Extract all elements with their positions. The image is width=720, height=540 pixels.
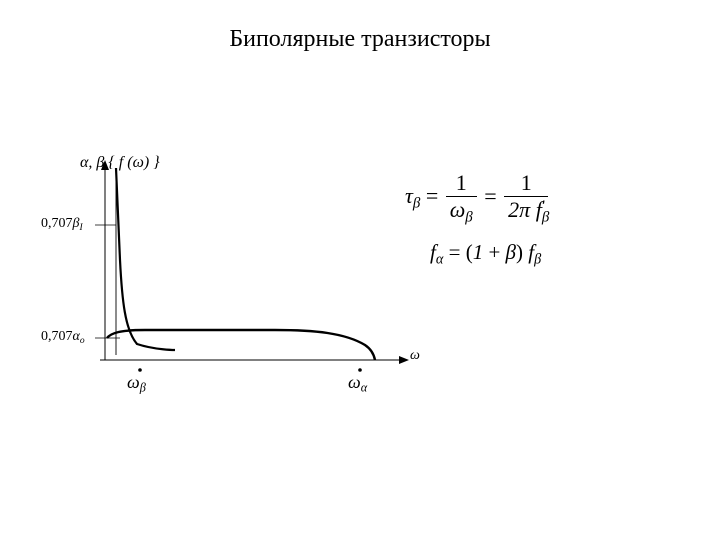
eq1-frac1-num: 1 bbox=[446, 170, 477, 197]
x-axis-label-text: ω bbox=[410, 348, 420, 363]
y-axis-label-text: α, β { f (ω) } bbox=[80, 154, 160, 171]
eq1-mid: = bbox=[484, 183, 502, 208]
equation-f-alpha: fα = (1 + β) fβ bbox=[430, 240, 541, 268]
ytick-lower-label: 0,707αo bbox=[41, 329, 85, 346]
eq1-frac2-num: 1 bbox=[504, 170, 548, 197]
xtick-alpha-sub: α bbox=[361, 381, 367, 395]
page-title: Биполярные транзисторы bbox=[0, 26, 720, 53]
y-axis-label: α, β { f (ω) } bbox=[80, 154, 160, 172]
eq1-frac1-den: ωβ bbox=[446, 197, 477, 226]
x-axis-label: ω bbox=[410, 348, 420, 364]
eq1-lhs: τβ = bbox=[405, 183, 444, 208]
xtick-beta-sub: β bbox=[140, 381, 146, 395]
eq1-frac1: 1 ωβ bbox=[446, 170, 477, 226]
frequency-response-chart: α, β { f (ω) } 0,707βI 0,707αo ω ωβ ωα bbox=[45, 160, 415, 420]
x-axis-arrow bbox=[399, 356, 409, 364]
eq1-frac2-den: 2π fβ′ bbox=[504, 197, 548, 226]
ytick-upper-label: 0,707βI bbox=[41, 216, 83, 233]
xtick-beta-sym: ω bbox=[127, 372, 140, 392]
xtick-alpha-label: ωα bbox=[348, 372, 367, 396]
beta-curve bbox=[116, 168, 175, 350]
xtick-beta-label: ωβ bbox=[127, 372, 146, 396]
alpha-curve bbox=[107, 330, 375, 360]
xtick-alpha-sym: ω bbox=[348, 372, 361, 392]
eq1-frac2: 1 2π fβ′ bbox=[504, 170, 548, 226]
equation-tau-beta: τβ = 1 ωβ = 1 2π fβ′ bbox=[405, 170, 550, 226]
